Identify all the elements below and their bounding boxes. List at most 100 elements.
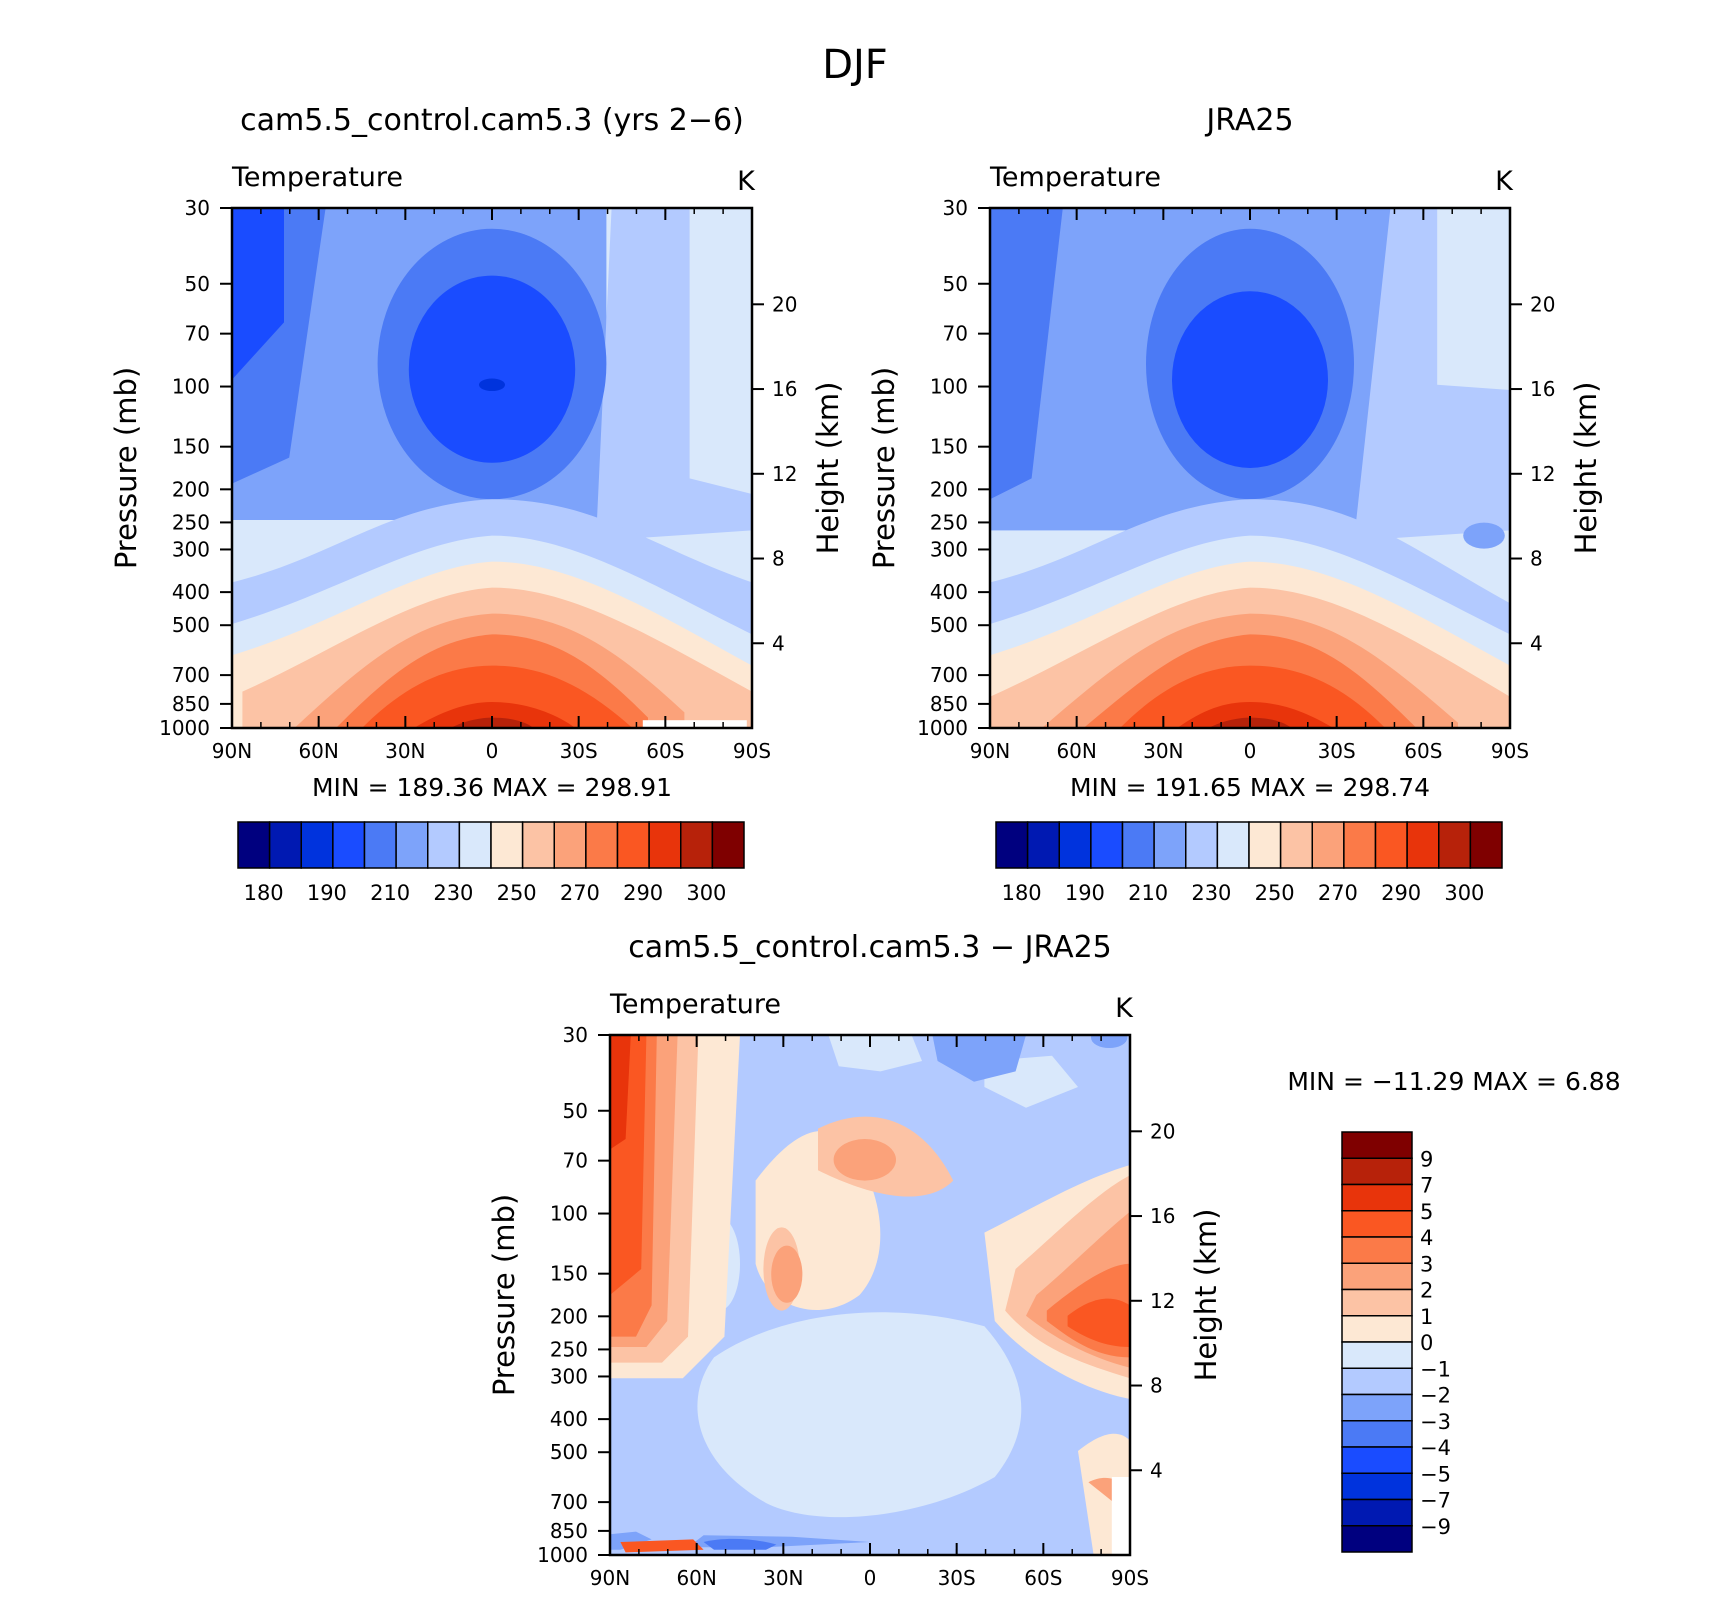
variable-label: Temperature (609, 989, 781, 1020)
colorbar-swatch (395, 821, 429, 869)
colorbar-label: −7 (1420, 1489, 1451, 1513)
colorbar-swatch (1341, 1472, 1413, 1501)
contour-region (610, 1035, 631, 1150)
y-axis-label: Pressure (mb) (109, 367, 143, 569)
x-tick-label: 0 (864, 1566, 877, 1590)
y-tick-label: 850 (550, 1519, 588, 1543)
colorbar-swatch (1406, 821, 1440, 869)
y-right-tick-label: 20 (1150, 1119, 1175, 1143)
colorbar-label: 5 (1420, 1200, 1433, 1224)
colorbar-swatch (1058, 821, 1092, 869)
colorbar-swatch (1341, 1210, 1413, 1238)
y-tick-label: 400 (550, 1407, 588, 1431)
y-tick-label: 500 (930, 613, 968, 637)
y-tick-label: 30 (943, 196, 968, 220)
colorbar-swatch (300, 821, 334, 869)
contour-region (1463, 522, 1505, 549)
y-axis-label: Pressure (mb) (487, 1194, 521, 1396)
colorbar-swatch (585, 821, 619, 869)
colorbar-label: 210 (370, 881, 410, 905)
y-right-axis-label: Height (km) (1569, 382, 1603, 555)
colorbar-swatch (1090, 821, 1124, 869)
y-tick-label: 100 (172, 375, 210, 399)
y-tick-label: 100 (930, 375, 968, 399)
colorbar-label: 9 (1420, 1147, 1433, 1171)
y-tick-label: 250 (930, 510, 968, 534)
y-tick-label: 100 (550, 1202, 588, 1226)
contour-region (414, 702, 576, 728)
x-tick-label: 0 (1244, 739, 1257, 763)
panel-1: cam5.5_control.cam5.3 (yrs 2−6) Temperatu… (109, 103, 845, 905)
y-tick-label: 50 (563, 1099, 588, 1123)
x-tick-label: 30S (1318, 739, 1356, 763)
colorbar-swatch (1341, 1288, 1413, 1317)
contour-region (828, 1035, 922, 1072)
x-tick-label: 90N (212, 739, 252, 763)
panel-title: cam5.5_control.cam5.3 − JRA25 (628, 930, 1112, 965)
colorbar-swatch (680, 821, 714, 869)
contour-region (1177, 702, 1334, 728)
y-tick-label: 500 (550, 1440, 588, 1464)
colorbar-label: 180 (1002, 881, 1042, 905)
contour-field (990, 208, 1510, 728)
x-tick-label: 30N (1143, 739, 1183, 763)
x-tick-label: 60S (1404, 739, 1442, 763)
y-right-tick-label: 12 (1530, 462, 1555, 486)
colorbar-label: 7 (1420, 1174, 1433, 1198)
x-tick-label: 30N (763, 1566, 803, 1590)
colorbar-label: −5 (1420, 1462, 1451, 1486)
panel-3: cam5.5_control.cam5.3 − JRA25 Temperature… (487, 930, 1621, 1590)
y-tick-label: 500 (172, 613, 210, 637)
colorbar-label: 250 (1255, 881, 1295, 905)
colorbar-swatch (616, 821, 650, 869)
contour-region (408, 275, 576, 463)
colorbar-swatch (490, 821, 524, 869)
y-tick-label: 300 (550, 1364, 588, 1388)
colorbar-swatch (553, 821, 587, 869)
colorbar-label: 1 (1420, 1305, 1433, 1329)
colorbar-swatch (1341, 1341, 1413, 1369)
y-right-tick-label: 12 (1150, 1289, 1175, 1313)
y-tick-label: 1000 (917, 716, 968, 740)
colorbar-label: 230 (433, 881, 473, 905)
y-tick-label: 150 (550, 1262, 588, 1286)
y-right-tick-label: 4 (1530, 631, 1543, 655)
figure-title: DJF (822, 42, 888, 88)
colorbar-swatch (1341, 1236, 1413, 1264)
x-tick-label: 0 (486, 739, 499, 763)
y-right-tick-label: 16 (1150, 1204, 1175, 1228)
colorbar-swatch (1341, 1315, 1413, 1343)
colorbar-label: 270 (1318, 881, 1358, 905)
y-tick-label: 200 (930, 477, 968, 501)
colorbar-label: 180 (244, 881, 284, 905)
x-tick-label: 30S (938, 1566, 976, 1590)
colorbar-label: 290 (623, 881, 663, 905)
y-right-tick-label: 20 (1530, 292, 1555, 316)
colorbar-swatch (1279, 821, 1313, 869)
colorbar-swatch (1153, 821, 1187, 869)
y-tick-label: 300 (930, 537, 968, 561)
y-tick-label: 30 (563, 1023, 588, 1047)
colorbar-label: −2 (1420, 1384, 1451, 1408)
x-tick-label: 90S (1491, 739, 1529, 763)
y-tick-label: 850 (172, 692, 210, 716)
colorbar-swatch (427, 821, 461, 869)
x-tick-label: 90N (590, 1566, 630, 1590)
y-right-tick-label: 16 (1530, 377, 1555, 401)
colorbar-label: −4 (1420, 1436, 1451, 1460)
colorbar-swatch (1341, 1262, 1413, 1291)
y-tick-label: 250 (550, 1337, 588, 1361)
contour-region (596, 208, 752, 541)
y-right-tick-label: 4 (1150, 1458, 1163, 1482)
panel-title: JRA25 (1204, 103, 1293, 138)
contour-region (771, 1245, 803, 1303)
y-tick-label: 30 (185, 196, 210, 220)
y-tick-label: 300 (172, 537, 210, 561)
colorbar-label: 210 (1128, 881, 1168, 905)
y-tick-label: 850 (930, 692, 968, 716)
y-tick-label: 1000 (537, 1543, 588, 1567)
contour-region (479, 378, 505, 392)
colorbar-swatch (363, 821, 397, 869)
panel-2: JRA25 Temperature K 90N 60N 30N 0 30S 60S 90S 30 50… (867, 103, 1603, 905)
